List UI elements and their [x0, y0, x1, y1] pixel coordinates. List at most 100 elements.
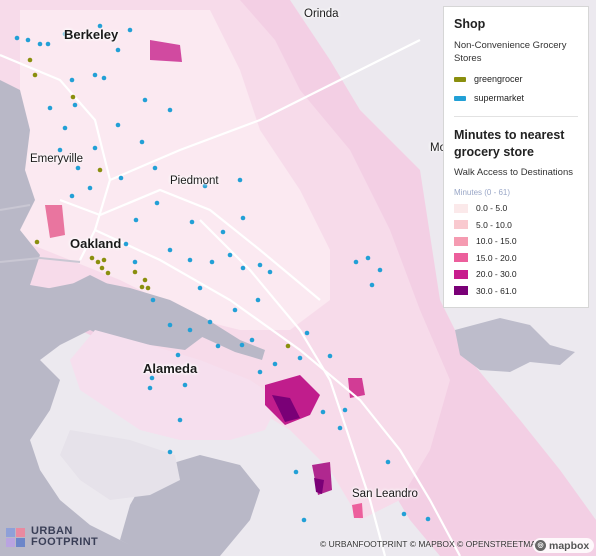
label-san-leandro: San Leandro [352, 488, 418, 500]
legend-bin-swatch [454, 203, 468, 213]
hotspot-east-oakland-core [272, 395, 300, 422]
supermarket-point [167, 322, 173, 328]
hotspot-south [352, 503, 363, 518]
bridges [0, 204, 81, 263]
supermarket-point [149, 375, 155, 381]
airport [60, 430, 180, 500]
supermarket-point [227, 252, 233, 258]
supermarket-point [327, 353, 333, 359]
supermarket-point [97, 23, 103, 29]
supermarket-point [187, 327, 193, 333]
supermarket-point [182, 382, 188, 388]
legend-bin-swatch [454, 236, 468, 246]
mapbox-icon: ◎ [535, 540, 546, 551]
attribution[interactable]: © URBANFOOTPRINT © MAPBOX © OPENSTREETMA… [320, 539, 542, 549]
bay-water [0, 80, 205, 556]
greengrocer-point [285, 343, 291, 349]
supermarket-point [115, 47, 121, 53]
mapbox-logo[interactable]: ◎ mapbox [533, 538, 595, 553]
supermarket-point [45, 41, 51, 47]
greengrocer-point [97, 167, 103, 173]
supermarket-point [62, 125, 68, 131]
supermarket-point [101, 75, 107, 81]
supermarket-point [167, 247, 173, 253]
mapbox-label: mapbox [549, 539, 590, 552]
supermarket-point [297, 355, 303, 361]
supermarket-point [57, 147, 63, 153]
supermarket-point [401, 511, 407, 517]
supermarket-point [139, 139, 145, 145]
greengrocer-point [132, 269, 138, 275]
supermarket-point [25, 37, 31, 43]
legend-swatch [454, 76, 466, 82]
supermarket-point [147, 385, 153, 391]
supermarket-point [154, 200, 160, 206]
hotspot-san-leandro-core [314, 478, 324, 494]
legend-swatch [454, 95, 466, 101]
greengrocer-point [105, 270, 111, 276]
supermarket-point [240, 265, 246, 271]
greengrocer-point [145, 285, 151, 291]
supermarket-point [69, 193, 75, 199]
label-piedmont: Piedmont [170, 175, 219, 187]
logo-line2: FOOTPRINT [31, 536, 99, 548]
legend-bin-label: 5.0 - 10.0 [476, 219, 512, 230]
supermarket-point [92, 72, 98, 78]
greengrocer-point [101, 257, 107, 263]
urbanfootprint-logo[interactable]: URBAN FOOTPRINT [6, 526, 98, 548]
supermarket-point [220, 229, 226, 235]
supermarket-point [209, 259, 215, 265]
label-berkeley: Berkeley [64, 27, 119, 42]
supermarket-point [167, 449, 173, 455]
supermarket-point [207, 319, 213, 325]
supermarket-point [249, 337, 255, 343]
supermarket-point [92, 145, 98, 151]
supermarket-point [425, 516, 431, 522]
legend-divider [454, 116, 578, 117]
supermarket-point [255, 297, 261, 303]
freeways [0, 39, 461, 556]
hotspot-east-oakland [265, 375, 320, 425]
supermarket-point [69, 77, 75, 83]
supermarket-point [87, 185, 93, 191]
supermarket-point [175, 352, 181, 358]
legend-bin: 5.0 - 10.0 [454, 217, 578, 234]
access-zone-core [20, 10, 330, 330]
supermarket-point [267, 269, 273, 275]
greengrocer-point [32, 72, 38, 78]
greengrocer-point [34, 239, 40, 245]
greengrocer-point [99, 265, 105, 271]
label-alameda: Alameda [143, 361, 198, 376]
legend-walk-subtitle: Walk Access to Destinations [454, 167, 573, 178]
supermarket-point [72, 102, 78, 108]
supermarket-point [385, 459, 391, 465]
supermarket-point [62, 31, 68, 37]
supermarket-point [202, 183, 208, 189]
legend-shop-subtitle: Non-Convenience Grocery Stores [454, 40, 567, 64]
hotspot-west-oakland [45, 205, 65, 238]
supermarket-point [37, 41, 43, 47]
greengrocer-point [27, 57, 33, 63]
legend-bin: 30.0 - 61.0 [454, 283, 578, 300]
supermarket-point [342, 407, 348, 413]
supermarket-point [237, 177, 243, 183]
legend-bin-label: 15.0 - 20.0 [476, 252, 517, 263]
supermarket-point [232, 307, 238, 313]
supermarket-point [304, 330, 310, 336]
label-emeryville: Emeryville [30, 153, 84, 165]
supermarket-point [187, 257, 193, 263]
supermarket-point [47, 105, 53, 111]
supermarket-point [132, 259, 138, 265]
legend-shop-title: Shop [454, 17, 486, 31]
greengrocer-point [70, 94, 76, 100]
label-oakland: Oakland [70, 236, 122, 251]
legend-bin-label: 0.0 - 5.0 [476, 203, 508, 214]
hotspot-berkeley-ne [150, 40, 182, 62]
legend-bin-swatch [454, 286, 468, 296]
greengrocer-point [142, 277, 148, 283]
legend-bin: 10.0 - 15.0 [454, 233, 578, 250]
supermarket-point [167, 107, 173, 113]
estuary-channel [40, 280, 265, 360]
label-orinda: Orinda [304, 8, 339, 20]
